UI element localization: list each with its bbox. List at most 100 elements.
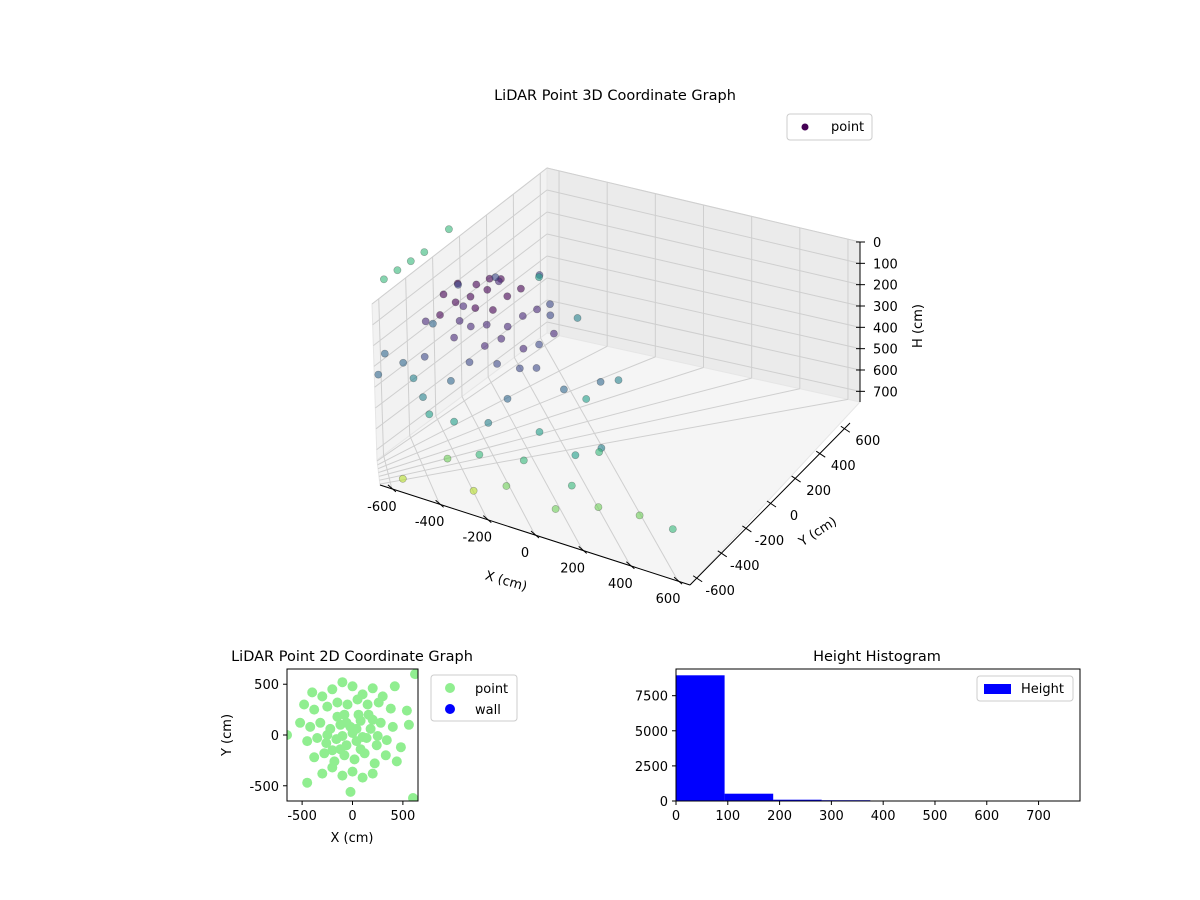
chart-3d-y-tick [791, 475, 801, 483]
chart-3d-point [420, 248, 429, 256]
chart-3d-point [483, 285, 492, 294]
chart-3d-x-tick [626, 561, 635, 570]
histogram-x-tick-label: 600 [974, 809, 999, 824]
chart-2d-point [287, 730, 292, 740]
chart-3d-point [450, 333, 458, 342]
chart-2d-point [327, 745, 338, 756]
chart-3d-x-tick-label: -200 [463, 531, 493, 546]
chart-3d-point [398, 474, 407, 483]
chart-2d-point [403, 719, 414, 730]
chart-3d-gridline-z-back [373, 233, 548, 367]
chart-2d-point [408, 793, 418, 801]
chart-2d-point [332, 711, 343, 722]
chart-2d-point [380, 750, 391, 761]
chart-2d-legend-marker-wall [445, 704, 455, 714]
chart-3d-gridline-z-right [546, 299, 861, 371]
histogram-legend-label: Height [1021, 682, 1064, 697]
chart-3d-gridline-z-right [546, 255, 861, 328]
chart-3d-point [595, 448, 603, 456]
chart-3d-gridline-z-back [376, 321, 548, 451]
chart-3d-point [532, 364, 541, 372]
chart-2d-x-axis-label: X (cm) [331, 831, 374, 846]
chart-2d-point [391, 756, 402, 767]
chart-3d-x-tick [673, 576, 683, 585]
chart-3d-point [466, 322, 475, 331]
chart-2d-point [337, 677, 348, 688]
chart-2d-x-tick-label: -500 [287, 809, 317, 824]
chart-3d-point [425, 410, 434, 419]
chart-3d-point [551, 505, 560, 513]
chart-2d-point [367, 683, 378, 694]
chart-3d-point [454, 280, 462, 289]
chart-2d-point [349, 754, 360, 765]
chart-3d-x-tick-label: 0 [521, 546, 529, 561]
chart-2d-point [353, 709, 364, 720]
histogram-x-tick-label: 0 [672, 809, 680, 824]
chart-2d-point [317, 768, 328, 779]
chart-3d-point [546, 311, 555, 320]
chart-3d-point [635, 511, 644, 520]
chart-3d-point [573, 314, 582, 322]
chart-2d-point [309, 752, 320, 763]
chart-3d-z-tick-label: 100 [873, 257, 898, 272]
chart-3d-point [546, 300, 554, 309]
histogram-bar [773, 799, 822, 801]
chart-3d-gridline-z-right [546, 189, 861, 264]
chart-3d-y-tick-label: 200 [806, 484, 831, 499]
chart-3d-legend-box [786, 113, 873, 141]
chart-3d-y-axis-line [689, 422, 851, 586]
chart-2d-point [332, 697, 343, 708]
chart-3d-z-tick-label: 200 [873, 279, 898, 294]
chart-3d-y-tick [717, 550, 728, 558]
chart-2d-point [373, 697, 384, 708]
chart-3d-point [455, 316, 464, 325]
chart-3d-point [519, 344, 528, 353]
chart-3d-gridline-z-right [546, 321, 861, 392]
chart-2d-point [355, 744, 366, 755]
chart-2d-point [347, 681, 358, 692]
chart-3d-point [380, 349, 389, 358]
chart-3d-point [446, 376, 455, 385]
chart-3d-z-tick-label: 700 [873, 385, 898, 400]
chart-3d-y-tick-label: -400 [730, 559, 760, 574]
chart-3d-point [596, 377, 605, 386]
chart-2d-point [299, 699, 310, 710]
chart-2d-point [342, 699, 353, 710]
chart-3d-gridline-x-back [432, 256, 437, 417]
chart-2d-point [367, 768, 378, 779]
chart-3d-point [488, 306, 497, 314]
chart-2d-y-tick-label: 500 [254, 678, 279, 693]
chart-3d-point [594, 503, 603, 511]
histogram-x-tick-label: 400 [871, 809, 896, 824]
chart-3d-gridline-y-floor [379, 388, 800, 481]
chart-2d-point [337, 731, 348, 741]
histogram-x-tick-label: 700 [1026, 809, 1051, 824]
chart-3d-point [518, 312, 527, 320]
chart-3d-point [491, 273, 500, 282]
chart-3d-gridlines [371, 167, 861, 582]
chart-2d-point [357, 732, 368, 742]
histogram-y-tick-label: 2500 [635, 760, 668, 775]
chart-2d-x-tick-label: 0 [348, 809, 356, 824]
chart-3d-y-tick [840, 425, 851, 433]
chart-3d-z-tick-label: 600 [873, 364, 898, 379]
chart-3d-point [472, 280, 481, 289]
chart-3d-point [409, 374, 418, 383]
chart-2d-y-tick-label: -500 [249, 780, 279, 795]
chart-3d-gridline-z-back [375, 277, 548, 409]
chart-3d-point [533, 305, 541, 314]
chart-3d-point [517, 284, 525, 293]
chart-2d-point [401, 705, 412, 716]
chart-3d-point [560, 385, 568, 394]
chart-3d-x-tick-label: -600 [367, 500, 397, 515]
chart-2d-point [395, 742, 406, 753]
chart-2d-y-tick-label: 0 [271, 729, 279, 744]
chart-2d-point [362, 699, 373, 710]
chart-2d-point [369, 758, 380, 769]
chart-3d-gridline-y-floor [377, 345, 608, 466]
chart-3d-point [482, 320, 491, 329]
chart-3d-x-tick-label: 600 [656, 592, 681, 607]
chart-3d-title: LiDAR Point 3D Coordinate Graph [494, 88, 736, 104]
chart-2d-point [295, 717, 306, 728]
